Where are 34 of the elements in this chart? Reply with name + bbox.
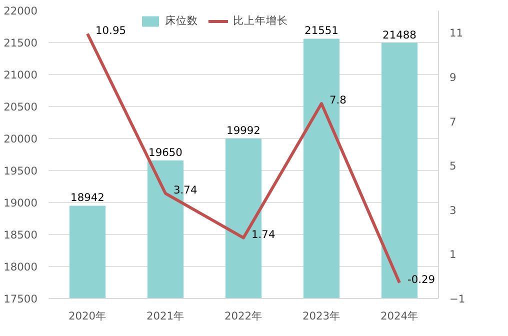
data-label: 19650 xyxy=(148,146,183,159)
y2-tick-label: 1 xyxy=(450,248,456,262)
data-label: 21488 xyxy=(382,28,417,42)
data-label: 10.95 xyxy=(96,24,126,37)
y-tick-label: 21000 xyxy=(4,68,38,82)
data-label: 1.74 xyxy=(252,228,276,241)
y-tick-label: 18500 xyxy=(4,228,38,242)
legend-label: 床位数 xyxy=(165,14,198,28)
y2-tick-label: −1 xyxy=(450,292,466,306)
y-tick-label: 19000 xyxy=(4,196,38,210)
y2-tick-label: 5 xyxy=(450,160,456,173)
y2-tick-label: 11 xyxy=(450,26,464,40)
y-tick-label: 18000 xyxy=(4,260,38,274)
y-tick-label: 21500 xyxy=(4,36,38,50)
legend-label: 比上年增长 xyxy=(233,14,288,28)
data-label: -0.29 xyxy=(408,272,436,286)
x-tick-label: 2024年 xyxy=(380,310,419,322)
data-label: 7.8 xyxy=(330,94,347,107)
x-tick-label: 2022年 xyxy=(224,310,263,322)
y2-tick-label: 9 xyxy=(450,70,456,84)
y-tick-label: 19500 xyxy=(4,164,38,178)
x-tick-label: 2021年 xyxy=(146,310,185,322)
y-tick-label: 22000 xyxy=(4,4,38,18)
y-tick-label: 17500 xyxy=(4,292,38,306)
y-tick-label: 20500 xyxy=(4,100,38,114)
y2-tick-label: 3 xyxy=(450,204,456,217)
y2-tick-label: 7 xyxy=(450,115,456,128)
x-tick-label: 2020年 xyxy=(68,310,107,322)
y-tick-label: 20000 xyxy=(4,132,38,146)
data-label: 19992 xyxy=(226,124,260,138)
data-label: 3.74 xyxy=(174,183,198,196)
data-label: 21551 xyxy=(304,24,338,38)
data-label: 18942 xyxy=(70,191,104,204)
x-tick-label: 2023年 xyxy=(302,310,341,322)
